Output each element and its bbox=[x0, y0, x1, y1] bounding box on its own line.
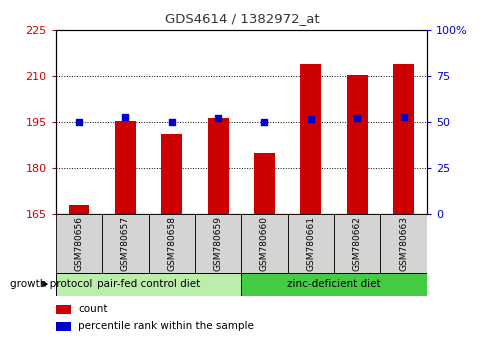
Bar bbox=[333, 214, 379, 273]
Bar bbox=[287, 214, 333, 273]
Text: zinc-deficient diet: zinc-deficient diet bbox=[287, 279, 380, 289]
Text: GSM780661: GSM780661 bbox=[306, 216, 315, 271]
Bar bbox=[56, 273, 241, 296]
Text: GSM780658: GSM780658 bbox=[167, 216, 176, 271]
Bar bbox=[148, 214, 195, 273]
Bar bbox=[56, 322, 71, 331]
Text: GSM780656: GSM780656 bbox=[75, 216, 83, 271]
Text: growth protocol: growth protocol bbox=[10, 279, 92, 289]
Text: GDS4614 / 1382972_at: GDS4614 / 1382972_at bbox=[165, 12, 319, 25]
Bar bbox=[195, 214, 241, 273]
Bar bbox=[254, 153, 274, 214]
Point bbox=[121, 114, 129, 119]
Point bbox=[353, 116, 361, 121]
Bar bbox=[300, 64, 320, 214]
Bar bbox=[393, 64, 413, 214]
Text: GSM780657: GSM780657 bbox=[121, 216, 130, 271]
Bar bbox=[115, 121, 136, 214]
Bar bbox=[56, 305, 71, 314]
Text: percentile rank within the sample: percentile rank within the sample bbox=[78, 321, 254, 331]
Text: GSM780660: GSM780660 bbox=[259, 216, 269, 271]
Text: pair-fed control diet: pair-fed control diet bbox=[97, 279, 200, 289]
Bar bbox=[161, 135, 182, 214]
Point bbox=[399, 114, 407, 119]
Point bbox=[306, 116, 314, 122]
Bar bbox=[241, 214, 287, 273]
Bar bbox=[68, 205, 89, 214]
Point bbox=[214, 116, 222, 121]
Bar bbox=[379, 214, 426, 273]
Bar bbox=[56, 214, 102, 273]
Text: GSM780659: GSM780659 bbox=[213, 216, 222, 271]
Text: count: count bbox=[78, 304, 107, 314]
Text: GSM780662: GSM780662 bbox=[352, 216, 361, 271]
Text: GSM780663: GSM780663 bbox=[398, 216, 407, 271]
Bar bbox=[102, 214, 148, 273]
Bar bbox=[241, 273, 426, 296]
Bar bbox=[207, 118, 228, 214]
Point bbox=[75, 119, 83, 125]
Bar bbox=[346, 75, 367, 214]
Point bbox=[167, 119, 175, 125]
Point bbox=[260, 119, 268, 125]
